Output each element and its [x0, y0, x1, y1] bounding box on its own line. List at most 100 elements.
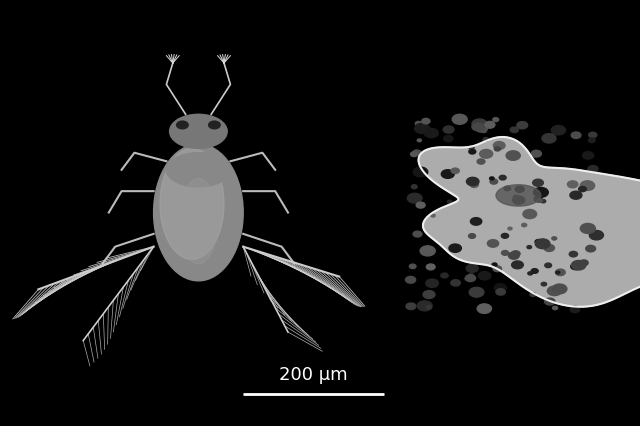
Circle shape [424, 129, 438, 138]
Circle shape [477, 160, 485, 165]
Circle shape [511, 251, 520, 257]
Circle shape [465, 275, 476, 282]
Circle shape [472, 120, 487, 130]
Circle shape [589, 133, 597, 138]
Circle shape [490, 178, 494, 181]
Circle shape [515, 187, 524, 193]
Circle shape [426, 279, 438, 288]
Circle shape [568, 181, 578, 188]
Circle shape [468, 234, 476, 239]
Text: 200 μm: 200 μm [279, 366, 348, 383]
Circle shape [415, 124, 429, 134]
Ellipse shape [166, 153, 230, 187]
Circle shape [535, 239, 550, 249]
Circle shape [490, 180, 497, 185]
Circle shape [496, 289, 506, 295]
Circle shape [586, 246, 596, 252]
Circle shape [527, 246, 532, 249]
Circle shape [580, 260, 588, 266]
Circle shape [466, 265, 478, 273]
Circle shape [476, 125, 488, 133]
Circle shape [412, 185, 417, 189]
Circle shape [469, 147, 474, 150]
Circle shape [569, 252, 577, 257]
Ellipse shape [154, 145, 243, 281]
Circle shape [547, 286, 561, 296]
Circle shape [493, 118, 499, 122]
Circle shape [469, 150, 476, 155]
Circle shape [441, 273, 448, 278]
Circle shape [534, 197, 542, 202]
Circle shape [477, 304, 492, 314]
Circle shape [572, 261, 586, 271]
Circle shape [534, 188, 548, 198]
Circle shape [479, 272, 491, 280]
Circle shape [535, 240, 542, 245]
Circle shape [552, 306, 557, 310]
Circle shape [502, 251, 509, 256]
Circle shape [413, 232, 422, 237]
Circle shape [556, 270, 565, 276]
Circle shape [499, 176, 506, 181]
Polygon shape [419, 138, 640, 307]
Circle shape [570, 192, 582, 200]
Circle shape [552, 237, 557, 240]
Circle shape [493, 142, 505, 150]
Circle shape [481, 130, 486, 133]
Circle shape [545, 264, 552, 268]
Circle shape [451, 169, 460, 174]
Circle shape [532, 180, 543, 187]
Circle shape [517, 122, 527, 130]
Ellipse shape [179, 179, 218, 264]
Circle shape [423, 291, 435, 299]
Circle shape [484, 122, 495, 129]
Circle shape [531, 269, 538, 273]
Circle shape [469, 274, 474, 276]
Circle shape [426, 306, 431, 309]
Circle shape [410, 265, 416, 269]
Circle shape [426, 265, 435, 270]
Circle shape [572, 132, 581, 139]
Circle shape [579, 187, 586, 192]
Circle shape [531, 151, 541, 158]
Circle shape [501, 234, 509, 239]
Circle shape [589, 231, 604, 240]
Circle shape [406, 303, 416, 310]
Circle shape [588, 139, 595, 143]
Circle shape [544, 245, 554, 252]
Circle shape [506, 152, 520, 161]
Circle shape [416, 203, 425, 209]
Circle shape [542, 134, 556, 144]
Ellipse shape [209, 122, 220, 130]
Circle shape [504, 187, 511, 191]
Circle shape [449, 245, 461, 253]
Circle shape [415, 122, 422, 127]
Circle shape [510, 128, 518, 133]
Circle shape [469, 288, 484, 297]
Circle shape [407, 194, 422, 204]
Circle shape [588, 166, 598, 173]
Circle shape [582, 153, 594, 160]
Circle shape [470, 218, 482, 226]
Circle shape [580, 224, 595, 234]
Circle shape [417, 140, 421, 142]
Circle shape [494, 147, 500, 152]
Circle shape [410, 153, 418, 157]
Circle shape [483, 138, 488, 142]
Circle shape [523, 210, 536, 219]
Circle shape [452, 115, 467, 125]
Circle shape [442, 170, 454, 179]
Circle shape [422, 119, 430, 124]
Circle shape [530, 293, 536, 297]
Ellipse shape [170, 115, 227, 149]
Circle shape [406, 277, 415, 284]
Circle shape [479, 150, 493, 159]
Circle shape [552, 285, 567, 294]
Circle shape [511, 262, 524, 269]
Circle shape [541, 200, 546, 203]
Circle shape [470, 182, 478, 188]
Circle shape [488, 240, 499, 248]
Circle shape [467, 178, 479, 186]
Circle shape [528, 272, 532, 275]
Circle shape [556, 272, 560, 274]
